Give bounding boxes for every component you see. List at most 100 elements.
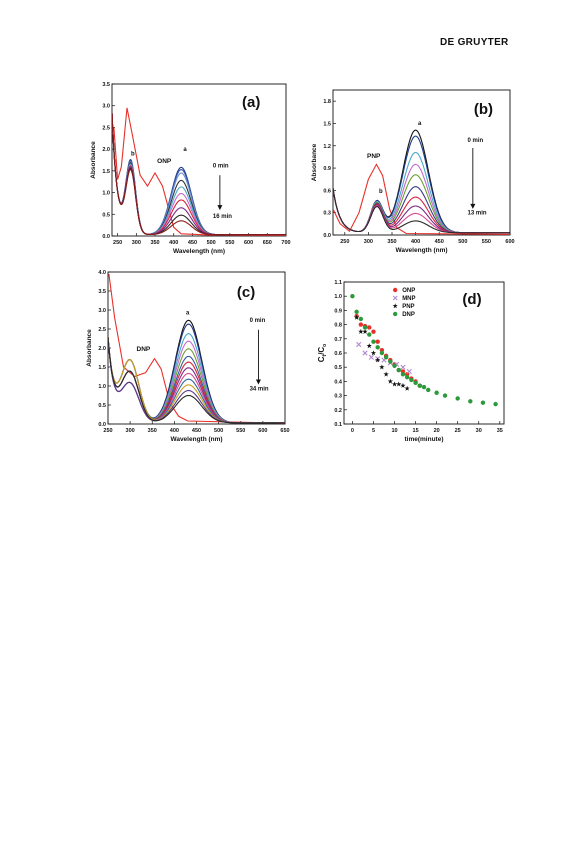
- x-tick-label: 400: [170, 428, 179, 434]
- x-tick-label: 600: [258, 428, 267, 434]
- data-point-dnp: [468, 399, 473, 404]
- x-tick-label: 300: [364, 239, 373, 245]
- plot-area: [112, 107, 286, 236]
- plot-area: [108, 273, 285, 424]
- time-arrowhead: [217, 205, 223, 211]
- x-axis-label: Wavelength (nm): [170, 436, 222, 443]
- data-point-mnp: [368, 354, 374, 360]
- x-tick-label: 250: [113, 240, 122, 246]
- x-tick-label: 10: [391, 428, 397, 434]
- data-point-mnp: [406, 368, 412, 375]
- data-point-pnp: [370, 350, 377, 356]
- data-point-mnp: [356, 341, 362, 348]
- y-tick-label: 0.0: [102, 234, 110, 240]
- data-point-pnp: [391, 381, 398, 387]
- data-point-dnp: [354, 309, 359, 315]
- y-tick-label: 1.5: [323, 121, 331, 127]
- y-tick-label: 1.0: [102, 191, 110, 197]
- peak-a-label: a: [183, 147, 187, 153]
- y-tick-label: 0.2: [334, 408, 342, 414]
- time-arrowhead: [470, 203, 476, 209]
- x-tick-label: 550: [236, 428, 245, 434]
- time-end-label: 34 min: [250, 387, 269, 393]
- x-tick-label: 400: [411, 239, 420, 245]
- y-tick-label: 3.0: [102, 104, 110, 110]
- legend-label: PNP: [402, 304, 414, 310]
- spectrum-line: [108, 273, 285, 424]
- plot-frame: [332, 89, 511, 236]
- x-axis-label: Wavelength (nm): [173, 248, 225, 255]
- y-tick-label: 1.0: [334, 294, 342, 300]
- legend-label: DNP: [402, 312, 415, 318]
- data-point-mnp: [362, 350, 368, 356]
- x-tick-label: 500: [214, 428, 223, 434]
- data-point-dnp: [493, 401, 498, 407]
- y-tick-label: 0.8: [334, 323, 342, 329]
- legend-marker: [392, 295, 398, 301]
- y-tick-label: 0.9: [334, 308, 342, 314]
- x-tick-label: 250: [103, 428, 112, 434]
- y-tick-label: 0.6: [323, 188, 331, 194]
- chart-panel-d: 0 5 10 15 20 25 30 35 0.1 0.2 0.3 0.4 0.5 0.6 0.7 0.8 0.…: [317, 280, 505, 443]
- data-point-pnp: [383, 371, 389, 377]
- y-tick-label: 0.3: [323, 211, 331, 217]
- data-point-dnp: [421, 384, 427, 390]
- x-tick-label: 650: [280, 428, 289, 434]
- x-tick-label: 400: [169, 240, 178, 246]
- publisher-name: DE GRUYTER: [440, 37, 509, 48]
- data-point-onp: [367, 325, 372, 330]
- spectrum-line: [113, 107, 286, 236]
- compound-label: PNP: [367, 153, 381, 160]
- panel-label: (a): [242, 94, 260, 111]
- y-tick-label: 2.5: [102, 125, 110, 131]
- data-point-pnp: [396, 381, 402, 387]
- data-point-dnp: [362, 325, 368, 330]
- peak-a-label: a: [418, 121, 422, 127]
- legend-marker: [392, 303, 398, 309]
- spectrum-line: [333, 151, 510, 234]
- legend-label: MNP: [402, 296, 415, 302]
- data-point-pnp: [375, 357, 381, 363]
- spectrum-line: [108, 337, 285, 424]
- y-tick-label: 0.5: [102, 212, 110, 218]
- data-point-dnp: [379, 350, 385, 356]
- y-tick-label: 3.5: [98, 289, 106, 295]
- y-tick-label: 4.0: [98, 270, 106, 276]
- data-point-pnp: [354, 314, 360, 320]
- data-point-dnp: [409, 377, 414, 383]
- data-point-dnp: [358, 316, 364, 322]
- y-tick-label: 0.5: [334, 365, 342, 371]
- data-point-pnp: [387, 378, 393, 384]
- time-arrowhead: [255, 379, 261, 385]
- x-tick-label: 20: [434, 428, 440, 434]
- x-tick-label: 250: [340, 239, 349, 245]
- y-tick-label: 0.0: [98, 422, 106, 428]
- data-point-pnp: [362, 328, 368, 334]
- y-tick-label: 1.8: [323, 99, 331, 105]
- time-start-label: 0 min: [468, 138, 484, 144]
- compound-label: ONP: [157, 158, 172, 165]
- plot-frame: [111, 83, 287, 237]
- x-tick-label: 450: [435, 239, 444, 245]
- data-point-pnp: [366, 343, 372, 349]
- data-point-pnp: [404, 385, 410, 391]
- data-point-dnp: [388, 359, 393, 364]
- legend-label: ONP: [402, 288, 415, 294]
- data-point-dnp: [383, 355, 389, 360]
- data-point-dnp: [442, 393, 448, 398]
- y-tick-label: 3.5: [102, 82, 110, 88]
- x-tick-label: 350: [387, 239, 396, 245]
- data-point-dnp: [400, 372, 406, 377]
- x-tick-label: 5: [372, 428, 375, 434]
- y-axis-label: Ct/Co: [317, 344, 328, 363]
- data-point-pnp: [379, 364, 385, 370]
- compound-label: DNP: [137, 346, 151, 353]
- time-end-label: 13 min: [468, 211, 487, 217]
- y-axis-label: Absorbance: [90, 141, 97, 179]
- data-point-dnp: [371, 339, 376, 344]
- y-tick-label: 0.0: [323, 233, 331, 239]
- x-tick-label: 700: [281, 240, 290, 246]
- x-tick-label: 300: [132, 240, 141, 246]
- x-tick-label: 350: [148, 428, 157, 434]
- peak-b-label: b: [379, 189, 383, 195]
